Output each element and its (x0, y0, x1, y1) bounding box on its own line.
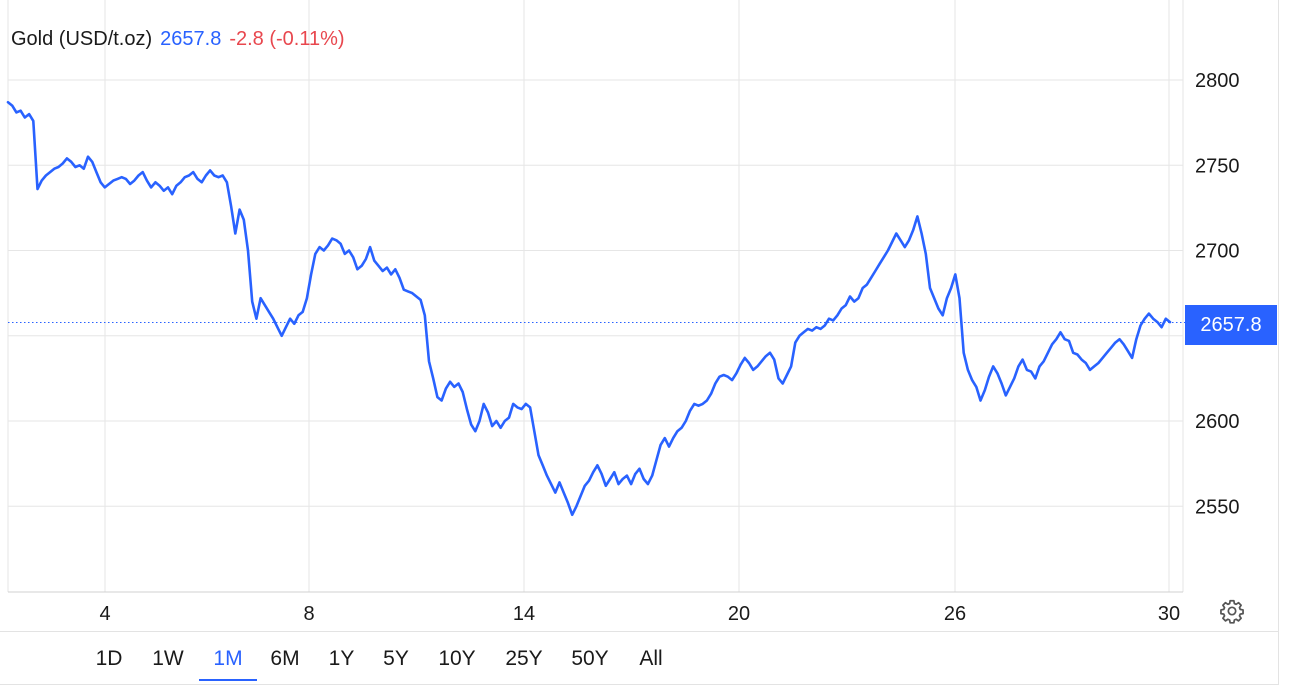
price-chart[interactable]: 2800 2750 2700 2600 2550 4 8 14 20 26 30 (0, 0, 1278, 631)
series-layer (6, 100, 1185, 517)
range-button-10y[interactable]: 10Y (438, 647, 476, 670)
range-button-6m[interactable]: 6M (270, 647, 300, 670)
price-change: -2.8 (-0.11%) (229, 28, 345, 50)
gear-icon[interactable] (1219, 598, 1245, 624)
range-button-1y[interactable]: 1Y (328, 647, 355, 670)
x-tick-label: 26 (944, 603, 966, 625)
chart-widget: 2800 2750 2700 2600 2550 4 8 14 20 26 30 Gold (USD… (0, 0, 1279, 685)
x-tick-label: 4 (99, 603, 110, 625)
y-tick-label: 2800 (1195, 70, 1240, 92)
x-tick-label: 14 (513, 603, 535, 625)
range-button-1d[interactable]: 1D (95, 647, 123, 670)
range-button-all[interactable]: All (639, 647, 663, 670)
range-button-25y[interactable]: 25Y (505, 647, 543, 670)
y-tick-label: 2700 (1195, 241, 1240, 263)
x-tick-label: 8 (303, 603, 314, 625)
current-price: 2657.8 (160, 28, 222, 50)
y-tick-label: 2600 (1195, 411, 1240, 433)
instrument-name: Gold (USD/t.oz) (11, 28, 153, 50)
time-range-selector: 1D 1W 1M 6M 1Y 5Y 10Y 25Y 50Y All (0, 631, 1278, 685)
range-button-50y[interactable]: 50Y (571, 647, 609, 670)
y-tick-label: 2750 (1195, 155, 1240, 177)
axes: 2800 2750 2700 2600 2550 4 8 14 20 26 30 (8, 70, 1240, 625)
chart-legend: Gold (USD/t.oz) 2657.8 -2.8 (-0.11%) (11, 28, 353, 51)
grid (7, 0, 1184, 592)
x-tick-label: 20 (728, 603, 750, 625)
x-tick-label: 30 (1158, 603, 1180, 625)
range-button-1w[interactable]: 1W (152, 647, 184, 670)
range-button-5y[interactable]: 5Y (383, 647, 409, 670)
price-line (6, 100, 1172, 517)
y-tick-label: 2550 (1195, 496, 1240, 518)
range-button-1m[interactable]: 1M (199, 647, 257, 681)
last-price-tag: 2657.8 (1185, 305, 1277, 345)
